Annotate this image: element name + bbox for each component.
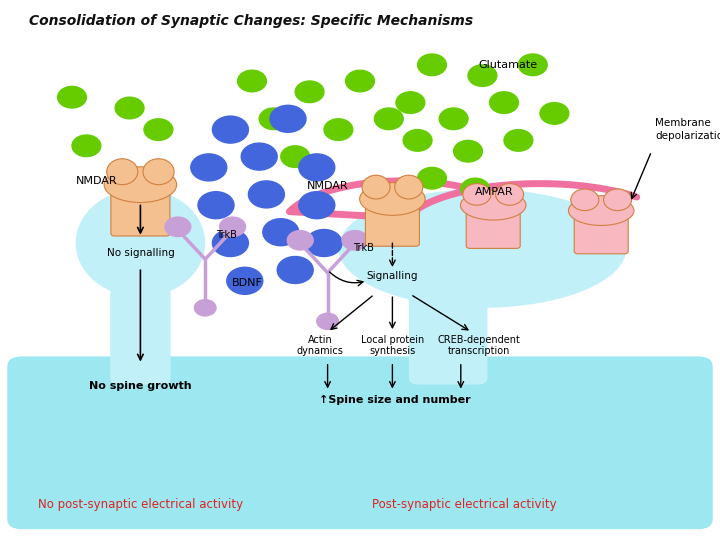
Circle shape xyxy=(248,181,284,208)
Circle shape xyxy=(418,54,446,76)
Ellipse shape xyxy=(603,189,631,211)
Circle shape xyxy=(58,86,86,108)
Text: AMPAR: AMPAR xyxy=(475,187,514,197)
FancyBboxPatch shape xyxy=(111,185,170,236)
Ellipse shape xyxy=(463,184,491,205)
Circle shape xyxy=(461,178,490,200)
Circle shape xyxy=(324,119,353,140)
Circle shape xyxy=(72,135,101,157)
Ellipse shape xyxy=(360,183,425,215)
FancyBboxPatch shape xyxy=(409,253,487,384)
Text: Membrane
depolarization: Membrane depolarization xyxy=(655,118,720,141)
Circle shape xyxy=(270,105,306,132)
Circle shape xyxy=(263,219,299,246)
Circle shape xyxy=(220,217,246,237)
FancyBboxPatch shape xyxy=(467,205,521,248)
Circle shape xyxy=(212,230,248,256)
Text: BDNF: BDNF xyxy=(232,279,263,288)
Text: Actin
dynamics: Actin dynamics xyxy=(297,335,344,356)
Circle shape xyxy=(540,103,569,124)
Text: TrkB: TrkB xyxy=(353,244,374,253)
Circle shape xyxy=(418,167,446,189)
Text: TrkB: TrkB xyxy=(216,230,237,240)
Ellipse shape xyxy=(107,159,138,185)
Ellipse shape xyxy=(338,189,626,308)
Ellipse shape xyxy=(571,189,599,211)
Circle shape xyxy=(227,267,263,294)
Circle shape xyxy=(191,154,227,181)
Ellipse shape xyxy=(461,190,526,220)
Circle shape xyxy=(212,116,248,143)
Circle shape xyxy=(281,146,310,167)
Circle shape xyxy=(194,300,216,316)
Circle shape xyxy=(504,130,533,151)
FancyBboxPatch shape xyxy=(7,356,713,529)
Ellipse shape xyxy=(395,175,423,199)
Circle shape xyxy=(241,143,277,170)
Circle shape xyxy=(306,230,342,256)
FancyBboxPatch shape xyxy=(575,211,628,254)
Text: NMDAR: NMDAR xyxy=(76,176,117,186)
Text: Glutamate: Glutamate xyxy=(479,60,538,70)
Ellipse shape xyxy=(143,159,174,185)
Ellipse shape xyxy=(569,195,634,226)
Circle shape xyxy=(295,81,324,103)
Text: Consolidation of Synaptic Changes: Specific Mechanisms: Consolidation of Synaptic Changes: Speci… xyxy=(29,14,473,28)
Circle shape xyxy=(468,65,497,86)
Text: No signalling: No signalling xyxy=(107,248,174,259)
Circle shape xyxy=(259,108,288,130)
Circle shape xyxy=(144,119,173,140)
FancyBboxPatch shape xyxy=(110,253,171,384)
Circle shape xyxy=(454,140,482,162)
Circle shape xyxy=(518,54,547,76)
Circle shape xyxy=(342,231,368,250)
Ellipse shape xyxy=(76,189,205,297)
Circle shape xyxy=(299,192,335,219)
Circle shape xyxy=(238,70,266,92)
Circle shape xyxy=(198,192,234,219)
Circle shape xyxy=(396,92,425,113)
Circle shape xyxy=(439,108,468,130)
Ellipse shape xyxy=(495,184,523,205)
Ellipse shape xyxy=(362,175,390,199)
FancyBboxPatch shape xyxy=(366,199,419,246)
Text: No spine growth: No spine growth xyxy=(89,381,192,391)
Circle shape xyxy=(299,154,335,181)
Text: ↑Spine size and number: ↑Spine size and number xyxy=(319,395,470,406)
Circle shape xyxy=(490,92,518,113)
Ellipse shape xyxy=(104,167,176,202)
Circle shape xyxy=(374,108,403,130)
Circle shape xyxy=(115,97,144,119)
Circle shape xyxy=(165,217,191,237)
Circle shape xyxy=(403,130,432,151)
Text: Signalling: Signalling xyxy=(366,271,418,281)
Circle shape xyxy=(317,313,338,329)
Text: CREB-dependent
transcription: CREB-dependent transcription xyxy=(437,335,521,356)
Text: Local protein
synthesis: Local protein synthesis xyxy=(361,335,424,356)
Text: No post-synaptic electrical activity: No post-synaptic electrical activity xyxy=(38,498,243,511)
Text: Post-synaptic electrical activity: Post-synaptic electrical activity xyxy=(372,498,557,511)
Circle shape xyxy=(277,256,313,284)
Circle shape xyxy=(287,231,313,250)
Circle shape xyxy=(346,70,374,92)
Text: NMDAR: NMDAR xyxy=(307,181,348,191)
